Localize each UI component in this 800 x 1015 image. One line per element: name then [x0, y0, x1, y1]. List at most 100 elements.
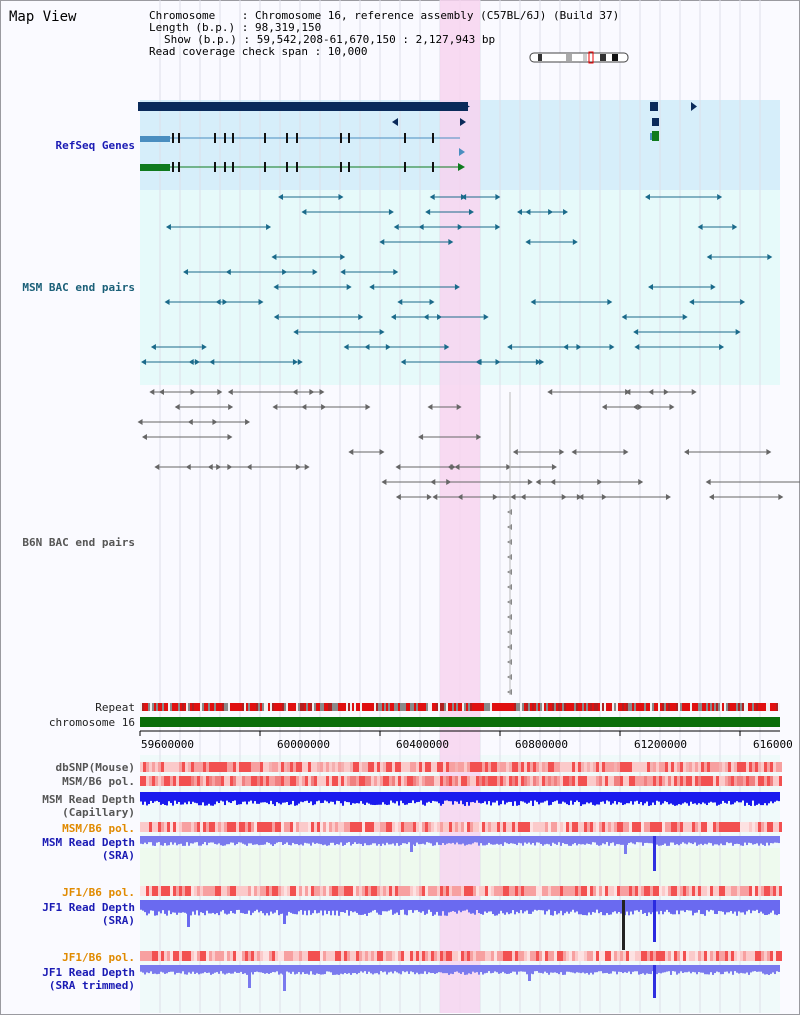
read-depth-bar [290, 965, 292, 974]
track-label-b6n-bac[interactable]: B6N BAC end pairs [22, 536, 135, 549]
read-depth-bar [278, 965, 280, 975]
read-depth-bar [628, 965, 630, 972]
read-depth-bar [556, 836, 558, 845]
bac-end-marker [705, 479, 711, 485]
track-label-jf1-read-depth-trimmed[interactable]: JF1 Read Depth (SRA trimmed) [42, 966, 135, 992]
read-depth-bar [322, 965, 324, 975]
read-depth-bar [174, 836, 176, 843]
read-depth-bar [386, 900, 388, 912]
polymorphism-mark [188, 762, 191, 772]
read-depth-bar [258, 965, 260, 973]
polymorphism-mark [770, 762, 773, 772]
read-depth-bar [504, 965, 506, 974]
read-depth-bar [256, 900, 258, 910]
repeat-mark [388, 703, 390, 711]
read-depth-bar [500, 792, 502, 805]
repeat-mark [772, 703, 774, 711]
read-depth-bar [560, 836, 562, 846]
polymorphism-mark [731, 886, 734, 896]
read-depth-bar [264, 836, 266, 845]
repeat-mark [164, 703, 166, 711]
read-depth-bar [630, 792, 632, 802]
repeat-mark [708, 703, 710, 711]
read-depth-bar [676, 792, 678, 806]
track-label-msm-read-depth-capillary[interactable]: MSM Read Depth (Capillary) [42, 793, 135, 819]
track-label-jf1-b6-pol-2[interactable]: JF1/B6 pol. [62, 951, 135, 964]
polymorphism-mark [167, 951, 170, 961]
polymorphism-mark [374, 822, 377, 832]
read-depth-bar [248, 836, 250, 844]
read-depth-bar [616, 965, 618, 975]
polymorphism-mark [764, 762, 767, 772]
read-depth-bar [724, 965, 726, 972]
repeat-mark [182, 703, 184, 711]
polymorphism-mark [386, 951, 389, 961]
polymorphism-mark [302, 762, 305, 772]
repeat-mark [352, 703, 354, 711]
read-depth-bar [476, 900, 478, 910]
track-label-msm-bac[interactable]: MSM BAC end pairs [22, 281, 135, 294]
polymorphism-mark [392, 822, 395, 832]
repeat-mark [314, 703, 316, 711]
polymorphism-mark [356, 762, 359, 772]
track-label-dbsnp[interactable]: dbSNP(Mouse) [55, 761, 135, 774]
polymorphism-mark [701, 776, 704, 786]
polymorphism-mark [185, 951, 188, 961]
read-depth-bar [636, 836, 638, 843]
read-depth-bar [184, 836, 186, 846]
repeat-mark [354, 703, 356, 711]
read-depth-bar [302, 792, 304, 803]
bac-end-marker [154, 464, 160, 470]
read-depth-bar [534, 792, 536, 801]
bac-end-marker [273, 284, 279, 290]
polymorphism-mark [470, 822, 473, 832]
track-label-jf1-read-depth-sra[interactable]: JF1 Read Depth (SRA) [42, 901, 135, 927]
track-label-repeat[interactable]: Repeat [95, 701, 135, 714]
polymorphism-mark [221, 951, 224, 961]
polymorphism-mark [446, 776, 449, 786]
polymorphism-mark [206, 951, 209, 961]
read-depth-bar [752, 792, 754, 801]
track-label-refseq[interactable]: RefSeq Genes [55, 139, 135, 152]
polymorphism-mark [713, 951, 716, 961]
repeat-mark [724, 703, 726, 711]
read-depth-bar [490, 965, 492, 974]
polymorphism-mark [671, 762, 674, 772]
read-depth-bar [442, 792, 444, 804]
repeat-mark [612, 703, 614, 711]
polymorphism-mark [287, 822, 290, 832]
track-label-msm-b6-pol-sra[interactable]: MSM/B6 pol. [62, 822, 135, 835]
track-label-chromosome[interactable]: chromosome 16 [48, 716, 135, 729]
read-depth-bar [662, 965, 664, 973]
read-depth-bar [364, 900, 366, 914]
polymorphism-mark [221, 822, 224, 832]
polymorphism-mark [458, 886, 461, 896]
axis-tick-label: 60800000 [515, 738, 568, 751]
read-depth-bar [614, 965, 616, 972]
read-depth-bar [638, 965, 640, 975]
read-depth-bar [704, 792, 706, 804]
read-depth-bar [718, 836, 720, 846]
read-depth-bar [748, 965, 750, 975]
polymorphism-mark [647, 762, 650, 772]
polymorphism-mark [236, 822, 239, 832]
read-depth-bar [192, 965, 194, 972]
refseq-exon [214, 162, 216, 172]
read-depth-bar [680, 792, 682, 805]
read-depth-bar [264, 900, 266, 916]
track-label-msm-b6-pol[interactable]: MSM/B6 pol. [62, 775, 135, 788]
repeat-mark [140, 703, 142, 711]
polymorphism-mark [185, 762, 188, 772]
read-depth-bar [474, 965, 476, 973]
polymorphism-mark [722, 762, 725, 772]
polymorphism-mark [650, 762, 653, 772]
repeat-mark [346, 703, 348, 711]
track-label-jf1-b6-pol[interactable]: JF1/B6 pol. [62, 886, 135, 899]
polymorphism-mark [728, 762, 731, 772]
read-depth-bar [590, 900, 592, 915]
polymorphism-mark [662, 762, 665, 772]
track-label-msm-read-depth-sra[interactable]: MSM Read Depth (SRA) [42, 836, 135, 862]
polymorphism-mark [467, 776, 470, 786]
polymorphism-mark [332, 822, 335, 832]
polymorphism-mark [602, 886, 605, 896]
